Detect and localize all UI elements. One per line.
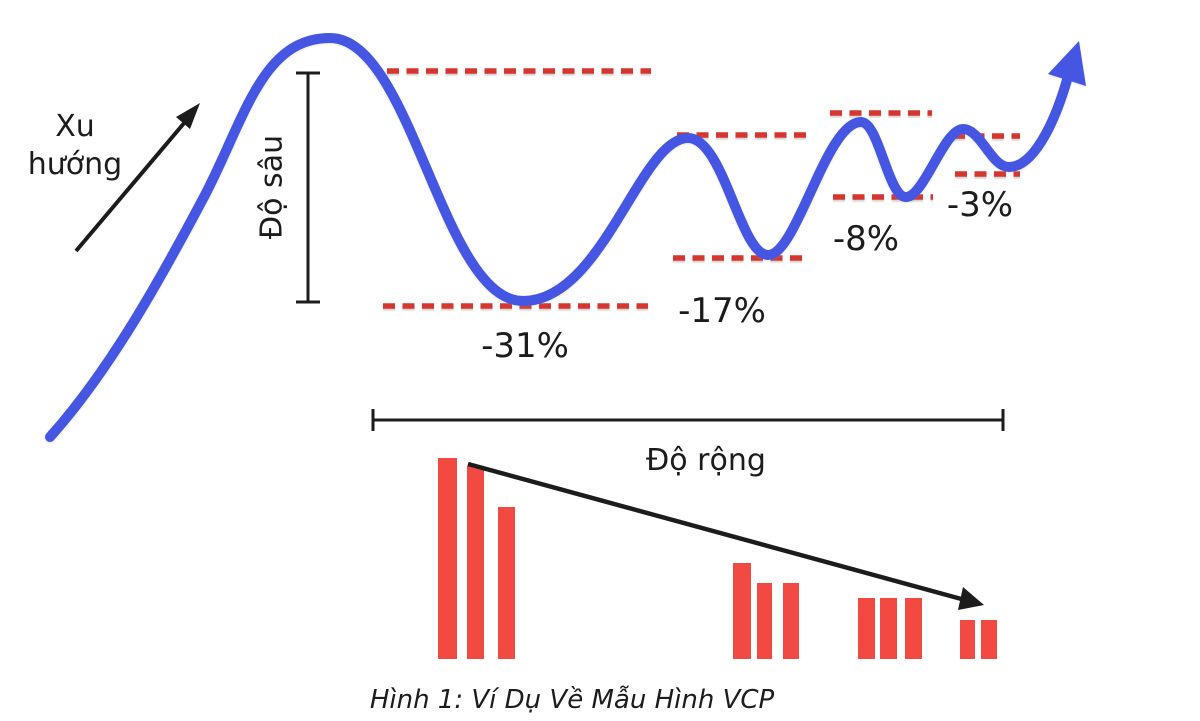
contraction-dashed-lines bbox=[383, 68, 1020, 309]
width-measure bbox=[371, 409, 1005, 431]
trend-arrow bbox=[74, 103, 200, 253]
trend-label-line2: hướng bbox=[28, 147, 122, 182]
volume-bar bbox=[467, 466, 484, 659]
figure-caption: Hình 1: Ví Dụ Về Mẫu Hình VCP bbox=[370, 684, 775, 715]
price-curve-group bbox=[45, 32, 1086, 442]
breakout-arrowhead-icon bbox=[1048, 41, 1086, 86]
price-curve bbox=[45, 32, 1072, 442]
volume-bar bbox=[757, 583, 772, 659]
depth-label: Độ sâu bbox=[255, 135, 290, 239]
volume-bar bbox=[880, 598, 897, 659]
trend-label-line1: Xu bbox=[55, 109, 95, 144]
trend-arrowhead-icon bbox=[176, 103, 200, 129]
volume-bar bbox=[981, 620, 997, 659]
contraction-label-2: -17% bbox=[678, 291, 766, 331]
volume-arrow-shaft bbox=[467, 461, 966, 603]
volume-bar bbox=[960, 620, 975, 659]
volume-trend-arrow bbox=[467, 461, 984, 610]
volume-bar bbox=[783, 583, 799, 659]
volume-bar bbox=[905, 598, 922, 659]
depth-measure bbox=[296, 71, 320, 304]
volume-bar bbox=[733, 563, 751, 659]
trend-arrow-shaft bbox=[74, 120, 187, 253]
contraction-label-1: -31% bbox=[481, 326, 569, 366]
volume-bar bbox=[858, 598, 875, 659]
contraction-label-4: -3% bbox=[947, 185, 1013, 225]
volume-arrowhead-icon bbox=[958, 587, 984, 610]
contraction-label-3: -8% bbox=[833, 219, 899, 259]
volume-bars bbox=[438, 458, 997, 659]
volume-bar bbox=[438, 458, 457, 659]
volume-bar bbox=[498, 507, 515, 659]
width-label: Độ rộng bbox=[646, 443, 766, 478]
